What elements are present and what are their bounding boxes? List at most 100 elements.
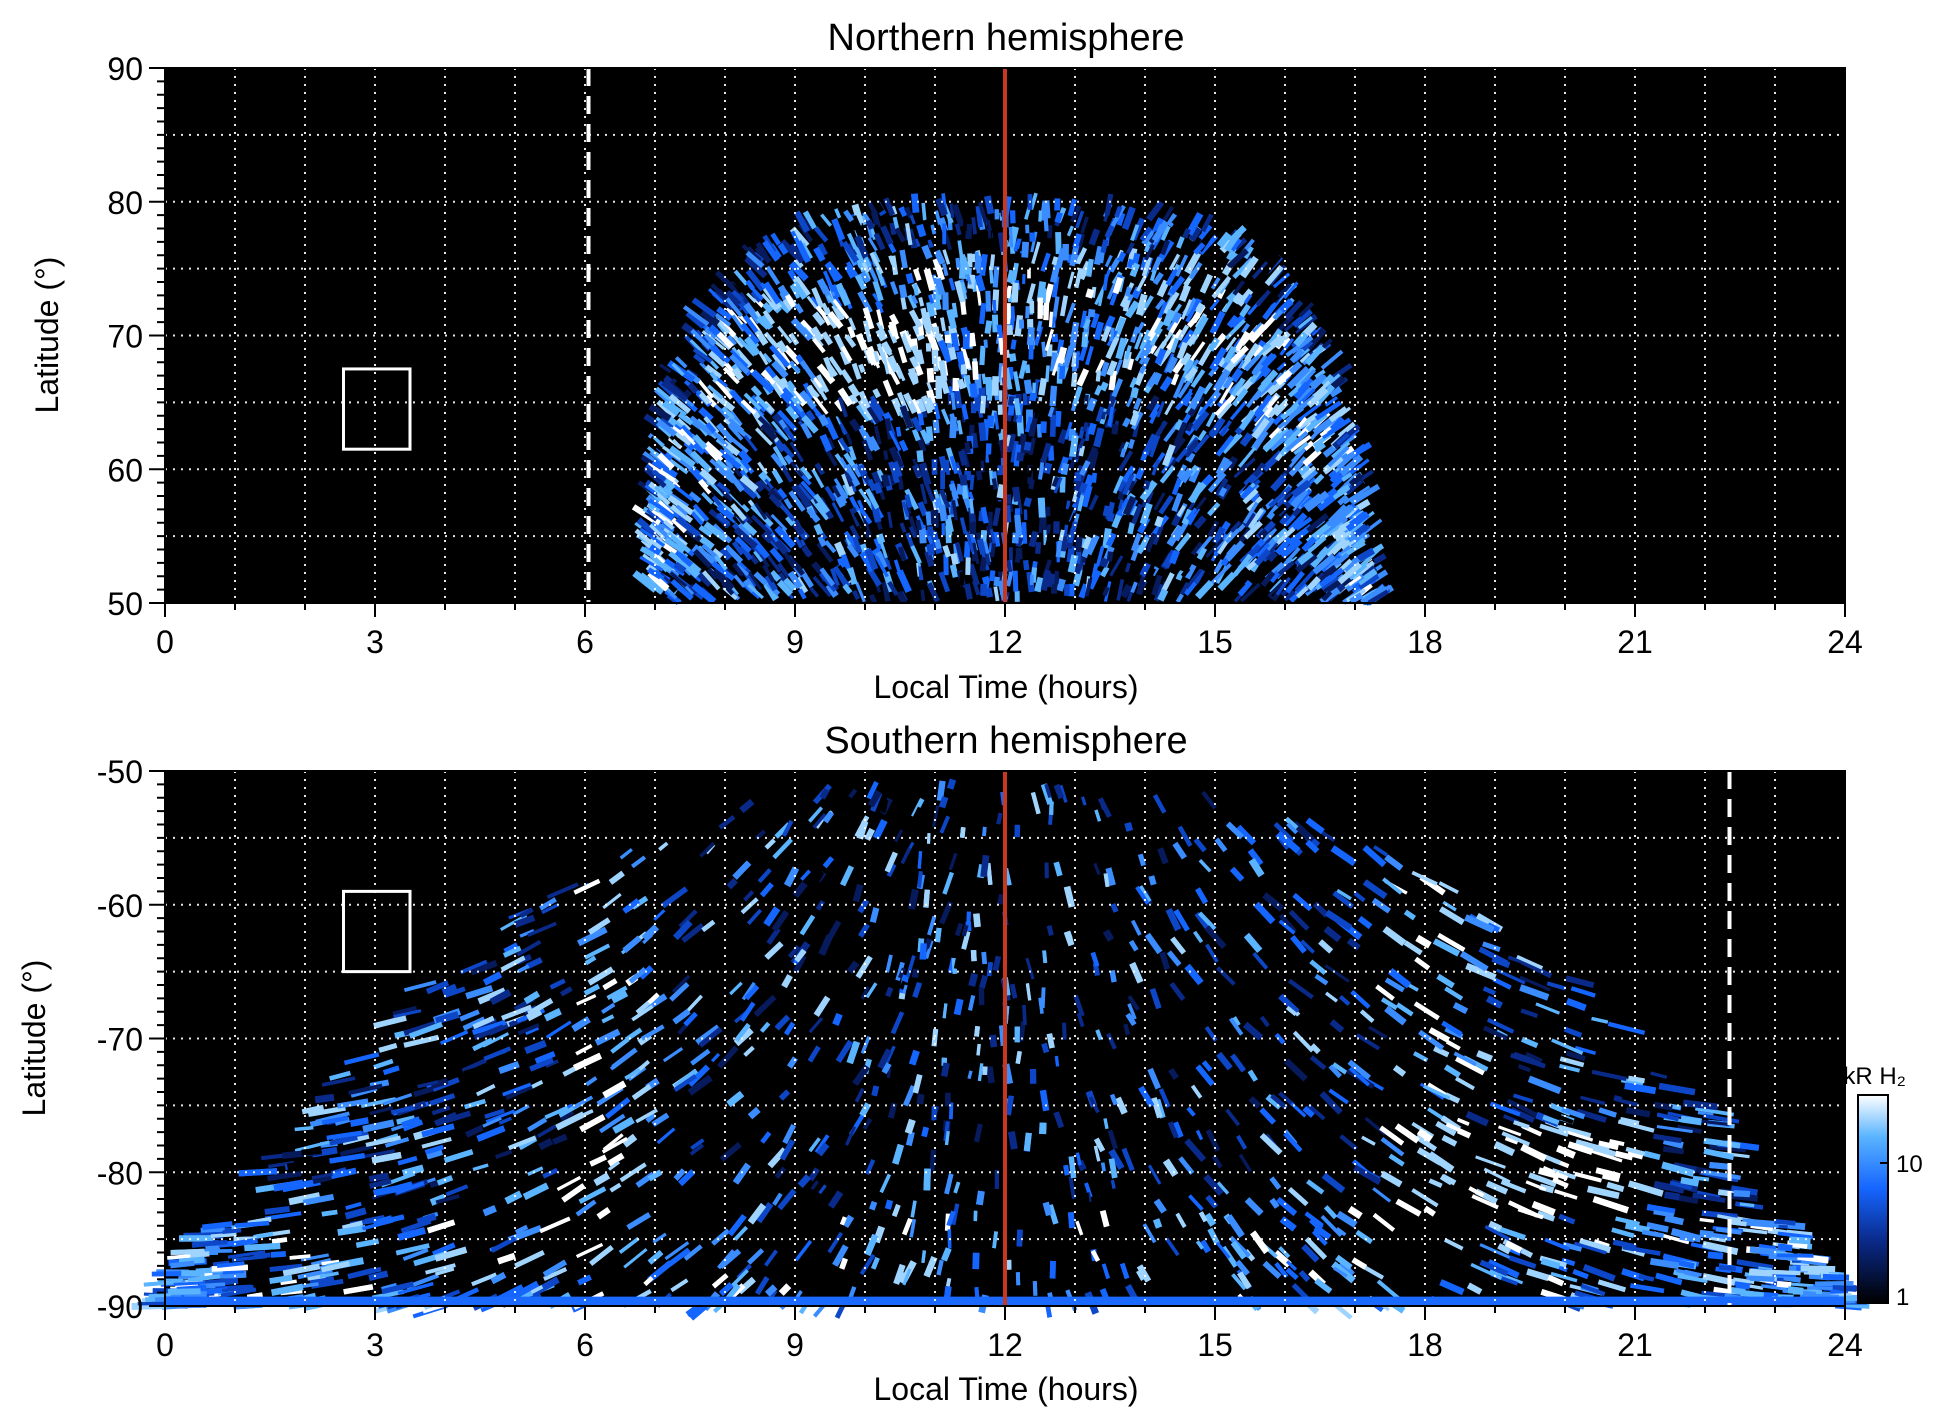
s-emission-streak [1456,1127,1472,1139]
n-emission-streak [898,206,908,218]
s-emission-streak [1040,987,1046,1009]
n-emission-streak [729,410,743,427]
s-emission-streak [1007,1130,1018,1150]
n-emission-streak [1216,231,1232,248]
s-emission-streak [512,1104,530,1116]
s-emission-streak [1439,906,1465,925]
n-emission-streak [1330,538,1348,556]
n-emission-streak [1367,589,1390,606]
n-emission-streak [801,414,819,434]
s-emission-streak [1184,790,1200,810]
s-emission-streak [1589,1149,1623,1163]
n-emission-streak [777,284,790,300]
n-emission-streak [1272,272,1291,289]
n-emission-streak [1012,486,1021,503]
n-emission-streak [855,254,865,265]
s-emission-streak [1101,1263,1111,1280]
s-emission-streak [1347,1059,1371,1080]
n-emission-streak [710,283,727,299]
n-emission-streak [920,561,929,578]
s-emission-streak [543,1267,568,1281]
north-x-axis-label: Local Time (hours) [874,669,1139,705]
n-emission-streak [993,412,1000,430]
n-emission-streak [1119,448,1127,458]
n-emission-streak [847,325,856,339]
n-emission-streak [867,237,878,252]
n-emission-streak [1224,336,1237,353]
n-emission-streak [1078,482,1088,494]
n-emission-streak [1226,248,1249,270]
n-emission-streak [1212,368,1231,393]
s-emission-streak [1630,1283,1665,1294]
s-emission-streak [1273,822,1295,843]
n-emission-streak [849,215,866,239]
s-emission-streak [1022,1005,1027,1025]
n-emission-streak [738,399,753,415]
s-emission-streak [1464,947,1490,965]
n-emission-streak [851,589,861,601]
s-emission-streak [840,865,854,887]
n-emission-streak [1263,520,1276,533]
s-emission-streak [331,1181,360,1195]
s-emission-streak [425,980,450,995]
n-emission-streak [651,509,674,527]
s-emission-streak [1309,1043,1321,1055]
n-emission-streak [1040,288,1047,304]
s-emission-streak [759,1021,771,1033]
n-emission-streak [1288,361,1303,375]
n-emission-streak [962,330,970,350]
n-emission-streak [1005,434,1013,447]
n-emission-streak [731,347,741,358]
s-emission-streak [503,945,522,958]
n-emission-streak [667,494,694,516]
n-emission-streak [1102,586,1110,597]
n-emission-streak [683,561,701,579]
n-emission-streak [760,531,774,544]
n-emission-streak [814,462,826,476]
n-emission-streak [1242,501,1259,524]
s-emission-streak [1442,900,1457,912]
s-emission-streak [477,987,507,1005]
n-emission-streak [1130,532,1142,552]
s-emission-streak [1550,1271,1578,1283]
s-emission-streak [1044,783,1052,799]
n-emission-streak [973,394,981,412]
s-emission-streak [717,1249,735,1270]
n-emission-streak [651,470,666,481]
s-emission-streak [687,1074,713,1096]
s-emission-streak [1513,1120,1530,1130]
s-emission-streak [1016,1229,1023,1247]
n-emission-streak [842,583,853,595]
s-emission-streak [1333,908,1356,928]
n-emission-streak [771,420,789,442]
n-emission-streak [1025,306,1030,319]
n-emission-streak [1240,485,1255,501]
n-emission-streak [1011,282,1019,303]
s-emission-streak [912,981,923,998]
n-emission-streak [799,389,817,410]
s-emission-streak [1136,1270,1145,1281]
s-emission-streak [764,941,784,960]
s-emission-streak [949,1102,954,1120]
n-emission-streak [675,504,688,516]
n-emission-streak [1175,254,1189,277]
n-emission-streak [781,443,792,454]
n-emission-streak [686,584,698,597]
s-emission-streak [612,1116,635,1134]
s-emission-streak [538,897,557,911]
s-emission-streak [854,1088,865,1103]
n-emission-streak [1237,463,1248,473]
n-emission-streak [1313,441,1326,453]
s-emission-streak [176,1284,207,1292]
n-emission-streak [945,459,951,476]
s-emission-streak [726,1090,745,1108]
s-emission-streak [974,1123,983,1143]
s-emission-streak [1384,1005,1407,1026]
s-emission-streak [321,1115,349,1125]
s-emission-streak [1059,784,1068,803]
s-emission-streak [1547,1274,1565,1287]
n-emission-streak [1105,396,1117,416]
n-emission-streak [834,541,847,558]
n-emission-streak [690,507,707,523]
s-emission-streak [1470,1262,1503,1280]
